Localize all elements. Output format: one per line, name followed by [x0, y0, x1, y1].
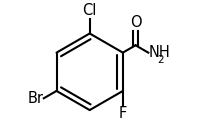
- Text: O: O: [130, 15, 141, 30]
- Text: Br: Br: [27, 91, 43, 106]
- Text: F: F: [119, 106, 127, 121]
- Text: NH: NH: [149, 45, 171, 60]
- Text: 2: 2: [157, 55, 164, 65]
- Text: Cl: Cl: [83, 3, 97, 18]
